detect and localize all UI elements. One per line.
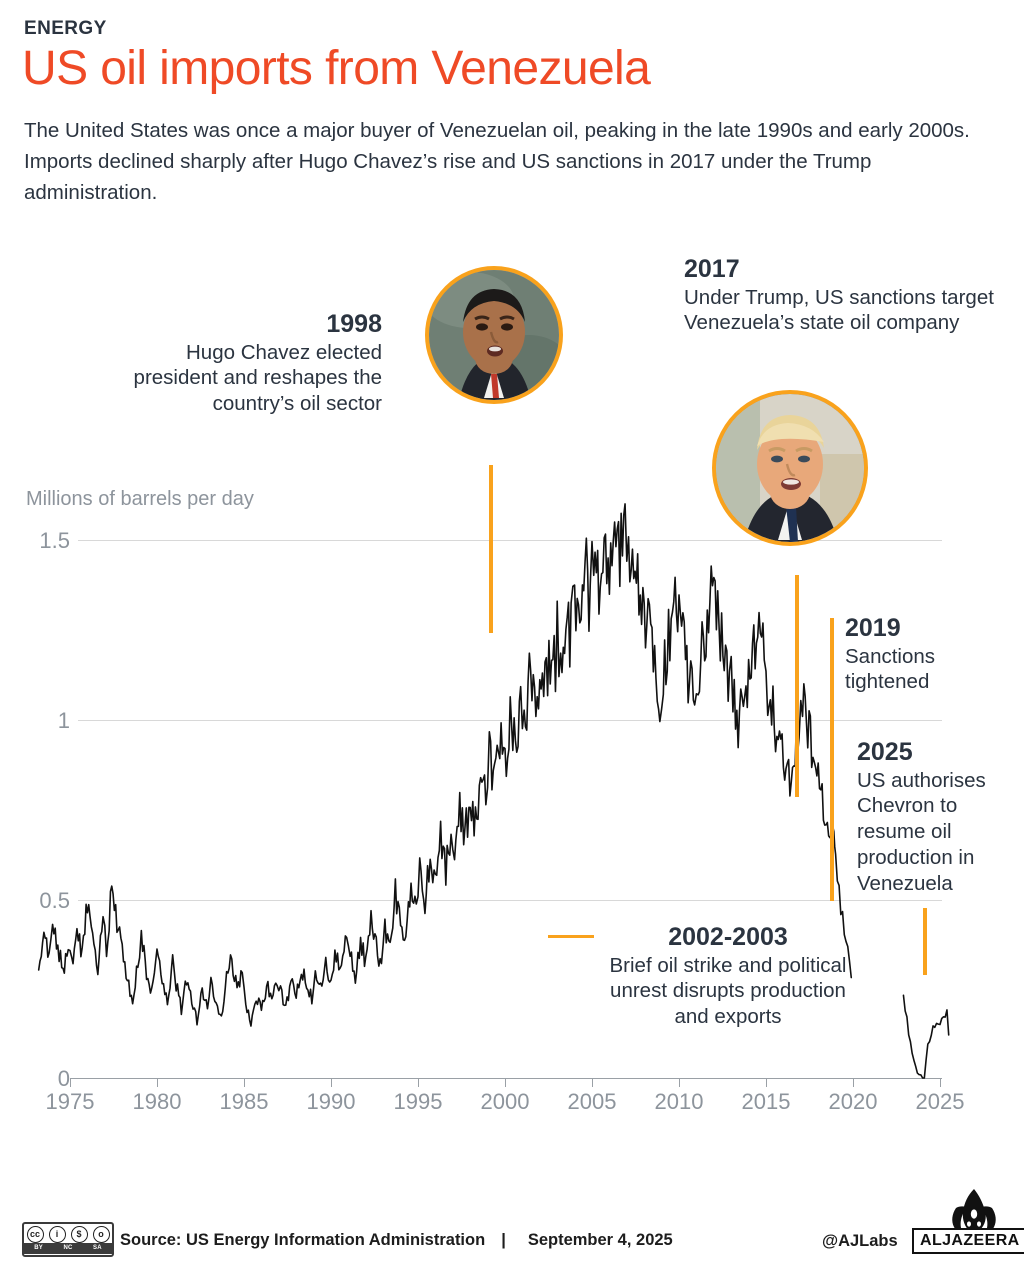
- x-tick-2010: 2010: [654, 1089, 704, 1114]
- annotation-2019: 2019 Sanctions tightened: [845, 614, 1015, 695]
- creative-commons-badge: cc i $ o BY NC SA: [22, 1222, 114, 1257]
- source-text: Source: US Energy Information Administra…: [120, 1231, 486, 1249]
- x-tick-mark-2005: [592, 1078, 593, 1087]
- connector-2017: [795, 575, 799, 797]
- x-tick-2015: 2015: [741, 1089, 791, 1114]
- source-separator: |: [501, 1231, 506, 1249]
- annotation-2017: 2017 Under Trump, US sanctions target Ve…: [684, 255, 994, 336]
- publish-date: September 4, 2025: [527, 1231, 673, 1249]
- annotation-2025: 2025 US authorises Chevron to resume oil…: [857, 738, 1017, 897]
- x-tick-2000: 2000: [480, 1089, 530, 1114]
- annotation-2017-text: Under Trump, US sanctions target Venezue…: [684, 285, 994, 335]
- gridline-1-5: [78, 540, 942, 541]
- cc-label-nc: NC: [63, 1245, 73, 1251]
- cc-nc-icon: $: [70, 1225, 88, 1243]
- x-tick-mark-2015: [766, 1078, 767, 1087]
- aljazeera-calligraphy-logo: [928, 1186, 1020, 1256]
- annotation-2017-year: 2017: [684, 255, 740, 283]
- x-tick-2025: 2025: [915, 1089, 965, 1114]
- cc-by-icon: i: [48, 1225, 66, 1243]
- cc-label-sa: SA: [93, 1245, 102, 1251]
- source-line: Source: US Energy Information Administra…: [120, 1231, 673, 1250]
- y-tick-0-5: 0.5: [39, 888, 70, 913]
- annotation-2025-year: 2025: [857, 738, 913, 766]
- cc-label-row: BY NC SA: [24, 1242, 112, 1254]
- gridline-0-5: [78, 900, 942, 901]
- annotation-2002: 2002-2003 Brief oil strike and political…: [598, 923, 858, 1030]
- aljazeera-wordmark: ALJAZEERA: [912, 1228, 1024, 1254]
- x-tick-2020: 2020: [828, 1089, 878, 1114]
- x-tick-mark-1980: [157, 1078, 158, 1087]
- series-line-us-imports: [37, 503, 950, 1079]
- connector-2019: [830, 618, 834, 901]
- x-tick-1980: 1980: [132, 1089, 182, 1114]
- y-tick-1-5: 1.5: [39, 528, 70, 553]
- annotation-2019-year: 2019: [845, 614, 901, 642]
- x-tick-1990: 1990: [306, 1089, 356, 1114]
- y-axis-title: Millions of barrels per day: [26, 488, 254, 510]
- x-tick-1995: 1995: [393, 1089, 443, 1114]
- y-tick-1-0: 1: [57, 708, 70, 733]
- x-tick-mark-1975: [70, 1078, 71, 1087]
- annotation-2002-text: Brief oil strike and political unrest di…: [609, 953, 847, 1029]
- x-tick-mark-1990: [331, 1078, 332, 1087]
- connector-1998: [489, 465, 493, 633]
- x-tick-mark-1985: [244, 1078, 245, 1087]
- cc-label-by: BY: [34, 1245, 43, 1251]
- connector-2002: [548, 935, 594, 938]
- page-title: US oil imports from Venezuela: [22, 42, 651, 95]
- x-tick-mark-1995: [418, 1078, 419, 1087]
- annotation-2019-text: Sanctions tightened: [845, 644, 936, 694]
- x-tick-2005: 2005: [567, 1089, 617, 1114]
- annotation-1998-year: 1998: [326, 310, 382, 338]
- annotation-1998-text: Hugo Chavez elected president and reshap…: [133, 340, 382, 416]
- annotation-2002-year: 2002-2003: [668, 923, 788, 951]
- hugo-chavez-portrait: [425, 266, 563, 404]
- standfirst-text: The United States was once a major buyer…: [24, 119, 970, 205]
- kicker-label: ENERGY: [24, 18, 107, 39]
- x-tick-mark-2025: [940, 1078, 941, 1087]
- annotation-2025-text: US authorises Chevron to resume oil prod…: [857, 768, 986, 895]
- y-tick-0: 0: [57, 1066, 70, 1091]
- aj-labs-handle: @AJLabs: [822, 1232, 898, 1250]
- x-tick-mark-2010: [679, 1078, 680, 1087]
- cc-glyph-row: cc i $ o: [24, 1225, 112, 1243]
- annotation-1998: 1998 Hugo Chavez elected president and r…: [110, 310, 382, 417]
- donald-trump-portrait: [712, 390, 868, 546]
- x-tick-mark-2000: [505, 1078, 506, 1087]
- x-tick-1975: 1975: [45, 1089, 95, 1114]
- cc-icon: cc: [26, 1225, 44, 1243]
- connector-2025: [923, 908, 927, 975]
- x-tick-1985: 1985: [219, 1089, 269, 1114]
- x-tick-mark-2020: [853, 1078, 854, 1087]
- cc-sa-icon: o: [92, 1225, 110, 1243]
- x-axis-line: [70, 1078, 942, 1079]
